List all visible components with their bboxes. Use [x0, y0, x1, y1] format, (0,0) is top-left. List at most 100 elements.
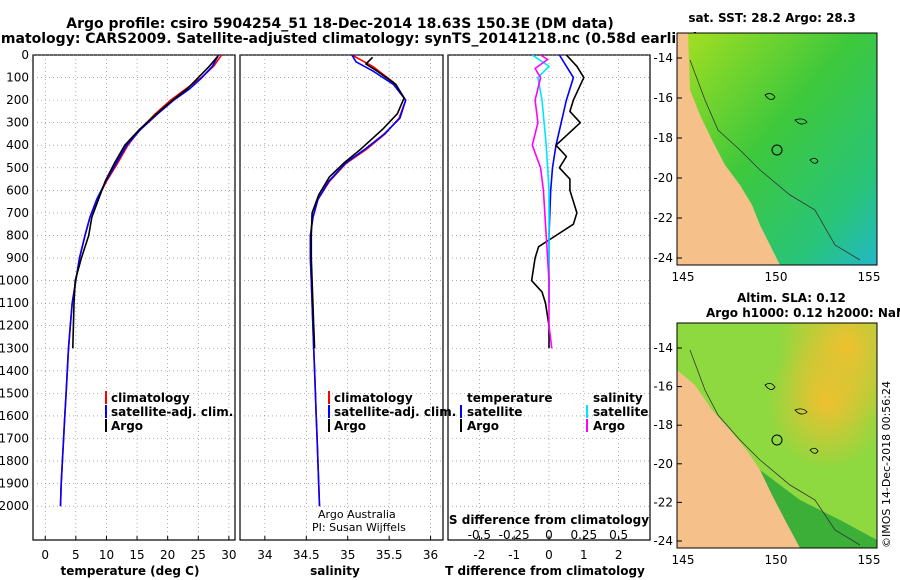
y-tick-label: 1400: [0, 364, 29, 378]
salinity-legend: climatology satellite-adj. clim. Argo Ar…: [312, 391, 456, 534]
credit-imos: ©IMOS 14-Dec-2018 00:56:24: [880, 381, 893, 548]
y-tick-label: 1000: [0, 274, 29, 288]
map-lon-label: 150: [765, 553, 788, 567]
legend-label-climatology: climatology: [111, 391, 190, 405]
y-tick-label: 1700: [0, 431, 29, 445]
salinity-xlabel: salinity: [310, 564, 360, 578]
map-lat-label: -24: [653, 251, 673, 265]
legend-title-temperature: temperature: [467, 391, 552, 405]
argo-float-marker: [771, 144, 783, 156]
x-tick-label: 35.5: [376, 548, 403, 562]
x-tick-label: 36: [423, 548, 438, 562]
salinity-lines: [309, 55, 407, 507]
x-tick-label: 2: [615, 548, 623, 562]
map-lat-label: -22: [653, 211, 673, 225]
series-line-salinity-satellite: [531, 55, 550, 304]
s-tick-label: -0.5: [468, 528, 491, 542]
x-tick-label: 34.5: [293, 548, 320, 562]
y-tick-label: 1200: [0, 319, 29, 333]
legend-label-satellite: satellite-adj. clim.: [334, 405, 456, 419]
temperature-xlabel: temperature (deg C): [61, 564, 200, 578]
map-lat-label: -20: [653, 457, 673, 471]
sst-map-title: sat. SST: 28.2 Argo: 28.3: [688, 11, 855, 25]
x-tick-label: 20: [160, 548, 175, 562]
reef-outlines: [764, 383, 819, 454]
y-tick-label: 1800: [0, 454, 29, 468]
credit-argo-australia: Argo Australia: [318, 508, 396, 521]
y-tick-label: 500: [6, 161, 29, 175]
sla-map: Altim. SLA: 0.12 Argo h1000: 0.12 h2000:…: [676, 291, 900, 549]
y-tick-label: 1500: [0, 386, 29, 400]
map-lat-label: -14: [653, 341, 673, 355]
x-tick-label: 25: [191, 548, 206, 562]
y-tick-label: 100: [6, 71, 29, 85]
y-tick-label: 1600: [0, 409, 29, 423]
legend-title-salinity: salinity: [593, 391, 643, 405]
map-lon-label: 145: [672, 553, 695, 567]
sla-map-title2: Argo h1000: 0.12 h2000: NaN: [706, 306, 900, 320]
isobath-contour: [689, 59, 861, 261]
difference-xlabel: T difference from climatology: [445, 564, 645, 578]
sla-map-title: Altim. SLA: 0.12: [737, 291, 846, 305]
sst-map: sat. SST: 28.2 Argo: 28.3: [676, 11, 878, 266]
map-lat-label: -14: [653, 51, 673, 65]
legend-label-t-satellite: satellite: [467, 405, 522, 419]
y-tick-label: 200: [6, 93, 29, 107]
legend-label-climatology: climatology: [334, 391, 413, 405]
sst-map-frame: [676, 32, 878, 266]
legend-label-t-argo: Argo: [467, 419, 499, 433]
x-tick-label: 0: [41, 548, 49, 562]
series-line-satellite-adj-clim-: [59, 55, 220, 507]
x-tick-label: 0: [545, 548, 553, 562]
y-tick-label: 400: [6, 138, 29, 152]
temperature-panel-frame: [32, 54, 236, 541]
y-tick-label: 600: [6, 183, 29, 197]
x-tick-label: 30: [221, 548, 236, 562]
title-line2: Climatology: CARS2009. Satellite-adjuste…: [0, 31, 699, 47]
map-lat-label: -24: [653, 534, 673, 548]
map-lon-label: 145: [672, 270, 695, 284]
land-queensland: [677, 370, 800, 548]
s-tick-label: 0.5: [609, 528, 628, 542]
argo-float-marker: [771, 434, 783, 446]
map-lon-label: 155: [858, 553, 881, 567]
x-tick-label: 5: [72, 548, 80, 562]
series-line-argo: [72, 55, 219, 349]
difference-legend: temperature salinity satellite Argo sate…: [449, 391, 649, 527]
s-tick-label: -0.25: [499, 528, 530, 542]
x-tick-label: 34: [257, 548, 272, 562]
series-line-argo: [310, 56, 405, 349]
map-lat-label: -18: [653, 131, 673, 145]
legend-label-satellite: satellite-adj. clim.: [111, 405, 233, 419]
series-line-temperature-satellite: [548, 55, 575, 304]
x-tick-label: 1: [580, 548, 588, 562]
isobath-contour: [689, 349, 861, 546]
y-tick-label: 2000: [0, 499, 29, 513]
credit-pi: PI: Susan Wijffels: [312, 521, 406, 534]
y-tick-label: 700: [6, 206, 29, 220]
y-tick-label: 800: [6, 228, 29, 242]
title-line1: Argo profile: csiro 5904254_51 18-Dec-20…: [66, 16, 613, 32]
y-tick-label: 1300: [0, 341, 29, 355]
y-tick-label: 300: [6, 116, 29, 130]
map-tick-labels: -14 -16 -18 -20 -22 -24 145 150 155 -14 -16 -18 -20 -…: [653, 51, 880, 567]
series-line-satellite-adj-clim-: [309, 55, 407, 507]
x-tick-label: -1: [508, 548, 520, 562]
map-lat-label: -18: [653, 418, 673, 432]
legend-label-s-argo: Argo: [593, 419, 625, 433]
legend-label-s-satellite: satellite: [593, 405, 648, 419]
x-tick-label: 15: [129, 548, 144, 562]
map-lon-label: 150: [765, 270, 788, 284]
land-queensland: [677, 33, 780, 265]
series-line-salinity-argo: [531, 55, 553, 349]
x-tick-label: 10: [99, 548, 114, 562]
map-lat-label: -20: [653, 171, 673, 185]
legend-label-argo: Argo: [111, 419, 143, 433]
map-lon-label: 155: [858, 270, 881, 284]
x-tick-label: 35: [340, 548, 355, 562]
map-lat-label: -16: [653, 380, 673, 394]
y-tick-label: 1100: [0, 296, 29, 310]
map-lat-label: -16: [653, 91, 673, 105]
s-difference-label: S difference from climatology: [449, 513, 649, 527]
